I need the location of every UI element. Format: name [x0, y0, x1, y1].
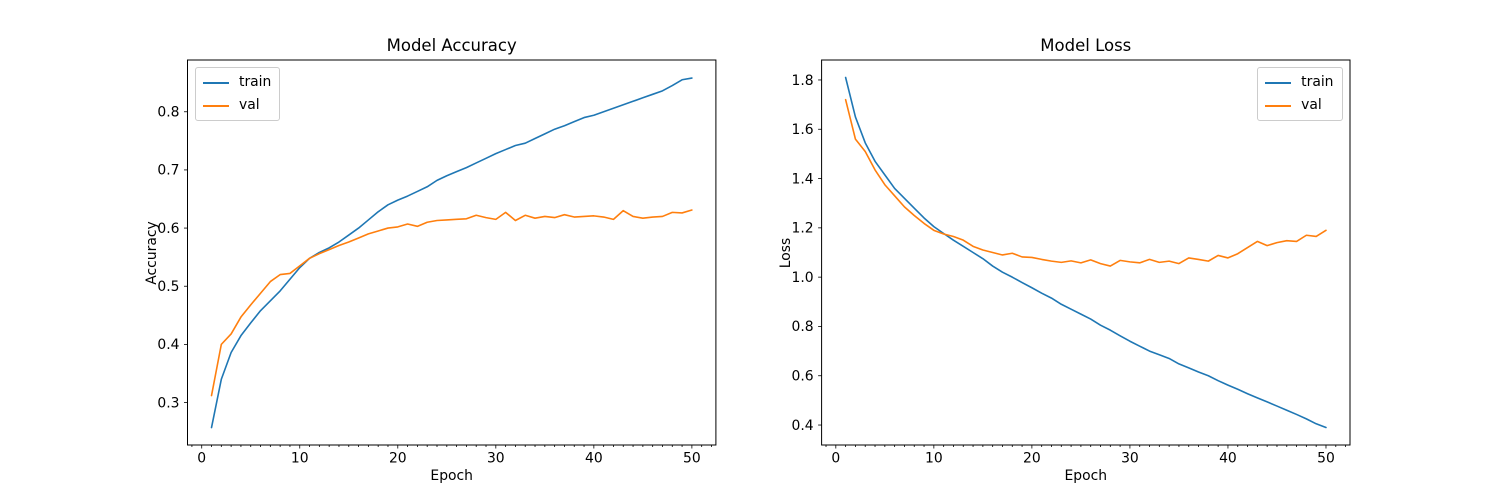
y-tick-label: 0.6: [792, 369, 814, 385]
legend-item-train: train: [203, 73, 271, 92]
legend-item-train: train: [1265, 73, 1334, 92]
legend-item-val: val: [1265, 96, 1333, 115]
loss-chart: 0 10 20 30 40 50 0.4 0.6 0.8 1.0 1.2 1.4 1.6 1.8 Mode…: [750, 0, 1500, 500]
x-tick-label: 40: [1219, 451, 1237, 467]
train-line: [844, 76, 1327, 429]
plot-spines: [187, 59, 717, 446]
accuracy-y-axis-label: Accuracy: [143, 220, 160, 285]
x-tick-label: 30: [1121, 451, 1139, 467]
x-tick-label: 20: [389, 451, 407, 467]
loss-y-axis-label: Loss: [777, 237, 794, 268]
train-line: [210, 77, 693, 429]
x-tick-label: 50: [1317, 451, 1335, 467]
legend-line-val: [1265, 104, 1292, 107]
legend-line-train: [1265, 81, 1292, 84]
legend-label-train: train: [1301, 74, 1334, 90]
y-tick-label: 1.6: [792, 122, 814, 138]
x-tick-label: 10: [291, 451, 309, 467]
loss-chart-title: Model Loss: [1040, 36, 1132, 55]
legend-label-val: val: [239, 97, 260, 113]
y-tick-label: 0.7: [157, 163, 179, 179]
x-tick-label: 10: [925, 451, 943, 467]
y-tick-label: 0.4: [157, 337, 179, 353]
y-tick-label: 0.6: [157, 221, 179, 237]
accuracy-chart: 0 10 20 30 40 50 0.3 0.4 0.5 0.6 0.7 0.8 Model Accu…: [143, 36, 717, 484]
loss-x-axis-label: Epoch: [1064, 468, 1108, 484]
legend-label-val: val: [1301, 97, 1322, 113]
x-tick-label: 50: [683, 451, 701, 467]
val-line: [844, 98, 1327, 267]
y-tick-label: 0.3: [157, 395, 179, 411]
y-tick-label: 1.8: [792, 73, 814, 89]
y-tick-label: 0.5: [157, 279, 179, 295]
y-tick-label: 0.4: [792, 418, 814, 434]
legend-item-val: val: [203, 96, 271, 115]
x-tick-label: 40: [585, 451, 603, 467]
y-tick-label: 1.0: [792, 270, 814, 286]
loss-plot-svg: 0 10 20 30 40 50 0.4 0.6 0.8 1.0 1.2 1.4 1.6 1.8: [792, 59, 1351, 467]
y-tick-label: 0.8: [157, 105, 179, 121]
val-line: [210, 209, 693, 397]
y-tick-label: 1.2: [792, 221, 814, 237]
legend-line-train: [203, 81, 229, 84]
x-tick-label: 0: [831, 451, 840, 467]
x-tick-label: 0: [197, 451, 206, 467]
y-tick-label: 1.4: [792, 171, 814, 187]
legend-label-train: train: [239, 74, 272, 90]
x-tick-label: 30: [487, 451, 505, 467]
accuracy-legend: train val: [195, 67, 281, 121]
accuracy-x-axis-label: Epoch: [430, 468, 473, 484]
plot-spines: [821, 59, 1351, 446]
loss-legend: train val: [1257, 67, 1343, 121]
accuracy-plot-svg: 0 10 20 30 40 50 0.3 0.4 0.5 0.6 0.7 0.8: [157, 59, 717, 467]
y-tick-label: 0.8: [792, 319, 814, 335]
accuracy-chart-title: Model Accuracy: [386, 36, 517, 55]
x-tick-label: 20: [1023, 451, 1041, 467]
legend-line-val: [203, 104, 229, 107]
